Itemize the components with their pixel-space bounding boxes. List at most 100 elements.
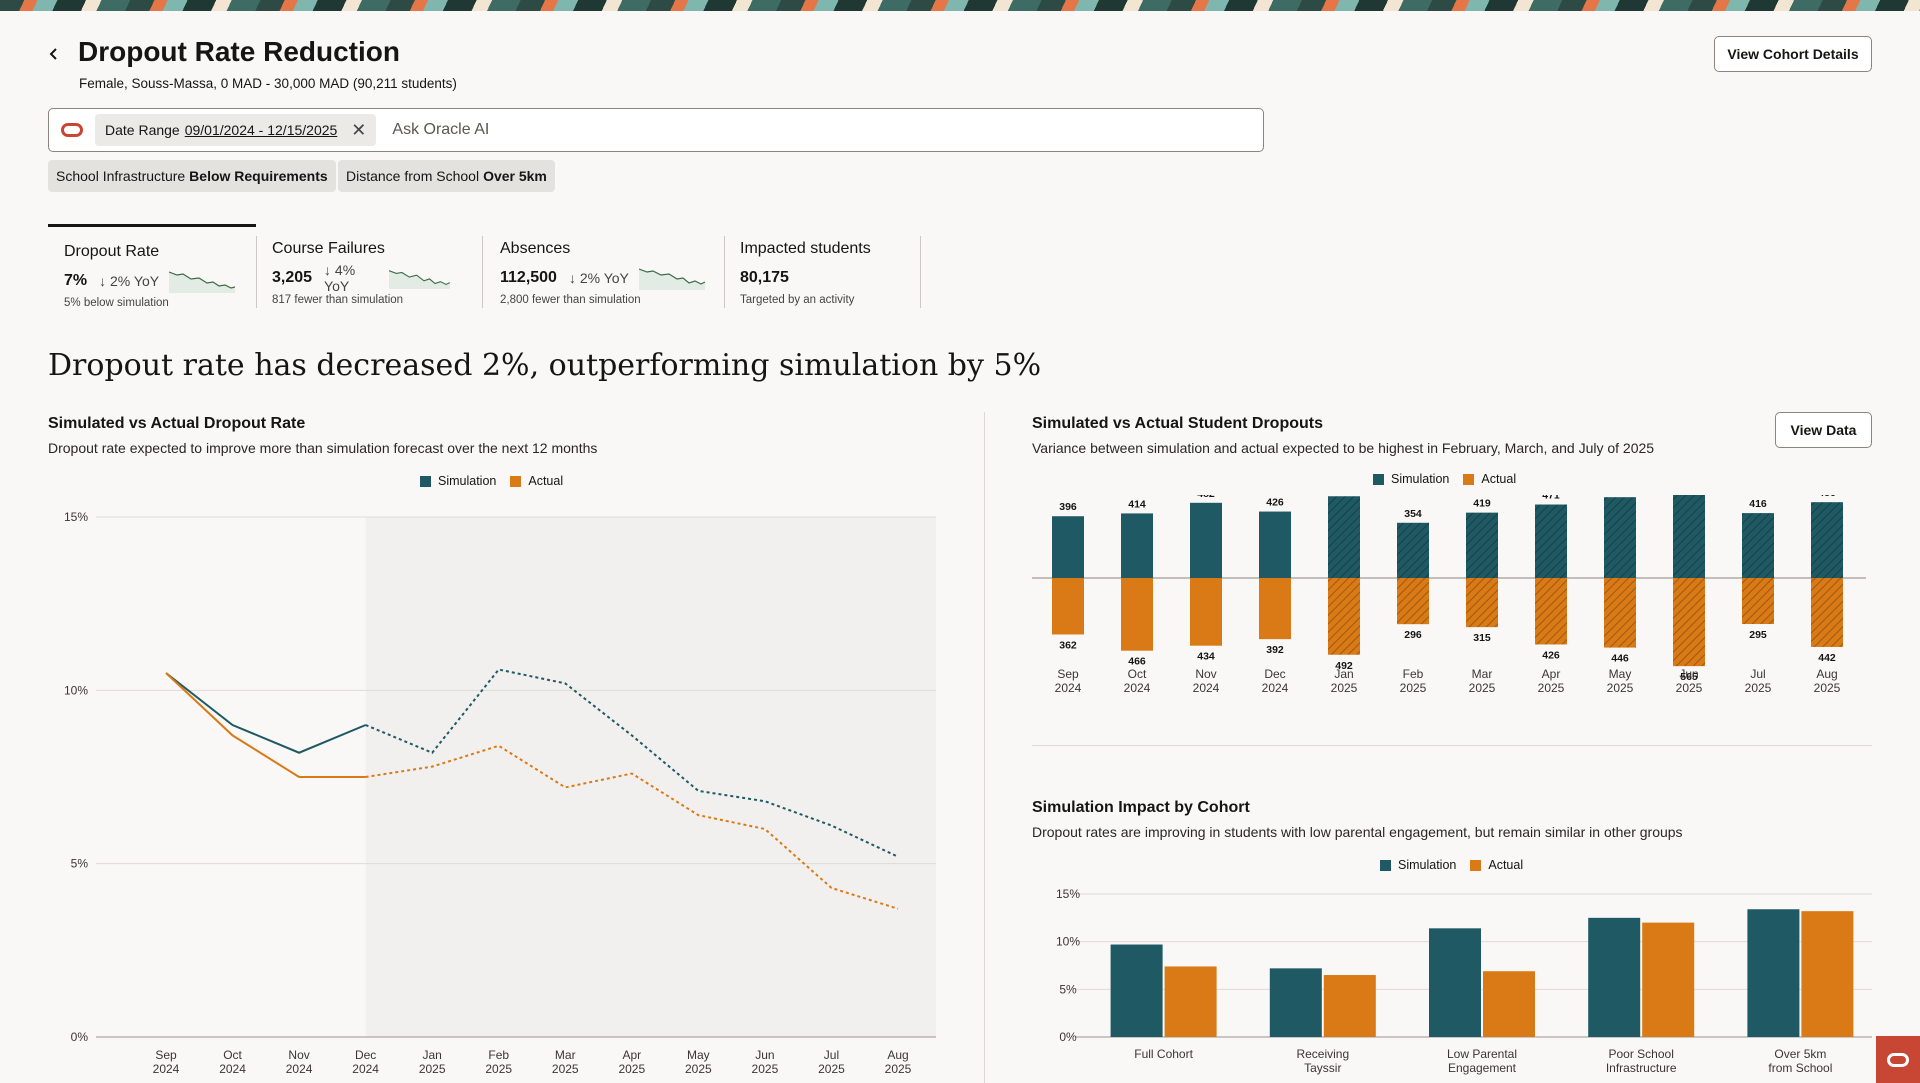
x-tick-label: 2024 [1055, 681, 1082, 695]
data-label-actual: 426 [1542, 649, 1560, 661]
date-range-chip[interactable]: Date Range 09/01/2024 - 12/15/2025 ✕ [95, 114, 377, 146]
date-range-chip-value[interactable]: 09/01/2024 - 12/15/2025 [184, 122, 338, 138]
close-icon[interactable]: ✕ [351, 119, 367, 140]
bar-actual [1397, 578, 1429, 625]
bar-actual [1483, 971, 1535, 1037]
x-tick-label: 2025 [1469, 681, 1496, 695]
x-tick-label: 2025 [485, 1062, 512, 1076]
dropouts-chart: 396362Sep2024414466Oct2024482434Nov20244… [1032, 495, 1866, 695]
ask-ai-search-bar[interactable]: Date Range 09/01/2024 - 12/15/2025 ✕ [48, 108, 1264, 152]
feedback-button[interactable] [1876, 1036, 1920, 1083]
x-tick-label: Poor School [1609, 1047, 1674, 1061]
bar-simulation [1429, 928, 1481, 1037]
x-tick-label: Nov [1195, 667, 1216, 681]
bar-simulation [1269, 968, 1322, 1037]
series-line-actual [165, 672, 366, 778]
x-tick-label: Apr [1542, 667, 1561, 681]
data-label-simulation: 426 [1266, 497, 1284, 509]
x-tick-label: Nov [288, 1048, 309, 1062]
bar-simulation [1190, 502, 1222, 578]
x-tick-label: 2024 [1193, 681, 1220, 695]
x-tick-label: Mar [555, 1048, 576, 1062]
kpi-card-course-failures[interactable]: Course Failures 3,205 ↓ 4% YoY 817 fewer… [256, 224, 466, 310]
kpi-card-dropout-rate[interactable]: Dropout Rate 7% ↓ 2% YoY 5% below simula… [48, 224, 256, 310]
view-cohort-details-button[interactable]: View Cohort Details [1714, 36, 1872, 72]
y-tick-label: 0% [1059, 1030, 1077, 1044]
line-chart: 0%5%10%15%Sep2024Oct2024Nov2024Dec2024Ja… [64, 510, 936, 1076]
data-label-simulation: 482 [1197, 495, 1215, 500]
x-tick-label: Engagement [1448, 1061, 1517, 1075]
series-forecast-line-actual [365, 744, 899, 910]
legend-simulation: Simulation [1391, 472, 1450, 486]
back-button[interactable] [40, 40, 68, 68]
x-tick-label: 2025 [752, 1062, 779, 1076]
kpi-card-impacted-students[interactable]: Impacted students 80,175 Targeted by an … [724, 224, 920, 310]
y-tick-label: 5% [71, 857, 89, 871]
y-tick-label: 15% [1056, 887, 1080, 901]
x-tick-label: 2025 [618, 1062, 645, 1076]
x-tick-label: Feb [1403, 667, 1424, 681]
x-tick-label: Oct [1128, 667, 1147, 681]
bar-actual [1052, 578, 1084, 635]
kpi-label: Absences [500, 240, 571, 257]
bar-simulation [1110, 944, 1163, 1037]
date-range-chip-label: Date Range [105, 122, 180, 138]
bar-simulation [1397, 522, 1429, 578]
y-tick-label: 5% [1059, 982, 1077, 996]
x-tick-label: Jun [1679, 667, 1698, 681]
data-label-simulation: 354 [1404, 508, 1422, 520]
x-tick-label: Jan [1334, 667, 1353, 681]
kpi-divider [724, 236, 725, 308]
data-label-simulation: 414 [1128, 498, 1146, 510]
bar-actual [1642, 922, 1695, 1037]
x-tick-label: Tayssir [1304, 1061, 1341, 1075]
data-label-actual: 492 [1335, 660, 1353, 672]
kpi-value: 112,500 [500, 269, 557, 286]
bar-simulation [1742, 513, 1774, 578]
filter-chip-distance[interactable]: Distance from School Over 5km [338, 160, 555, 192]
line-chart-description: Dropout rate expected to improve more th… [48, 440, 598, 456]
kpi-card-absences[interactable]: Absences 112,500 ↓ 2% YoY 2,800 fewer th… [484, 224, 724, 310]
view-data-button[interactable]: View Data [1775, 412, 1872, 448]
kpi-note: 2,800 fewer than simulation [500, 294, 641, 306]
x-tick-label: 2025 [1400, 681, 1427, 695]
bar-actual [1323, 975, 1376, 1037]
dropouts-chart-title: Simulated vs Actual Student Dropouts [1032, 415, 1323, 432]
data-label-actual: 434 [1197, 651, 1215, 663]
kpi-note: Targeted by an activity [740, 294, 855, 306]
legend-swatch-actual [510, 475, 522, 487]
chevron-left-icon [49, 48, 57, 60]
kpi-divider [920, 236, 921, 308]
data-label-actual: 295 [1749, 629, 1767, 641]
data-label-actual: 442 [1818, 652, 1836, 664]
x-tick-label: 2025 [1676, 681, 1703, 695]
series-forecast-line-simulation [365, 668, 899, 858]
bar-actual [1801, 911, 1854, 1037]
bar-actual [1535, 578, 1567, 645]
x-tick-label: 2024 [153, 1062, 180, 1076]
y-tick-label: 10% [64, 683, 88, 697]
bar-simulation [1747, 909, 1800, 1037]
series-line-simulation [165, 672, 367, 754]
x-tick-label: Jul [1750, 667, 1765, 681]
x-tick-label: 2025 [1814, 681, 1841, 695]
ask-ai-input[interactable] [392, 121, 1093, 139]
y-tick-label: 0% [71, 1030, 89, 1044]
x-tick-label: 2025 [419, 1062, 446, 1076]
x-tick-label: May [687, 1048, 710, 1062]
filter-chip-infrastructure[interactable]: School Infrastructure Below Requirements [48, 160, 336, 192]
filter-chip-value: Below Requirements [189, 168, 328, 184]
data-label-actual: 565 [1680, 671, 1698, 683]
cohort-chart-title: Simulation Impact by Cohort [1032, 799, 1250, 816]
x-tick-label: Infrastructure [1606, 1061, 1677, 1075]
legend-swatch-simulation [1373, 473, 1384, 485]
bar-actual [1466, 578, 1498, 628]
filter-chip-label: School Infrastructure [56, 168, 186, 184]
data-label-actual: 466 [1128, 656, 1146, 668]
data-label-actual: 296 [1404, 629, 1422, 641]
data-label-simulation: 416 [1749, 498, 1767, 510]
x-tick-label: 2024 [1262, 681, 1289, 695]
line-chart-title: Simulated vs Actual Dropout Rate [48, 415, 306, 432]
decorative-banner [0, 0, 1920, 11]
bar-actual [1328, 578, 1360, 655]
